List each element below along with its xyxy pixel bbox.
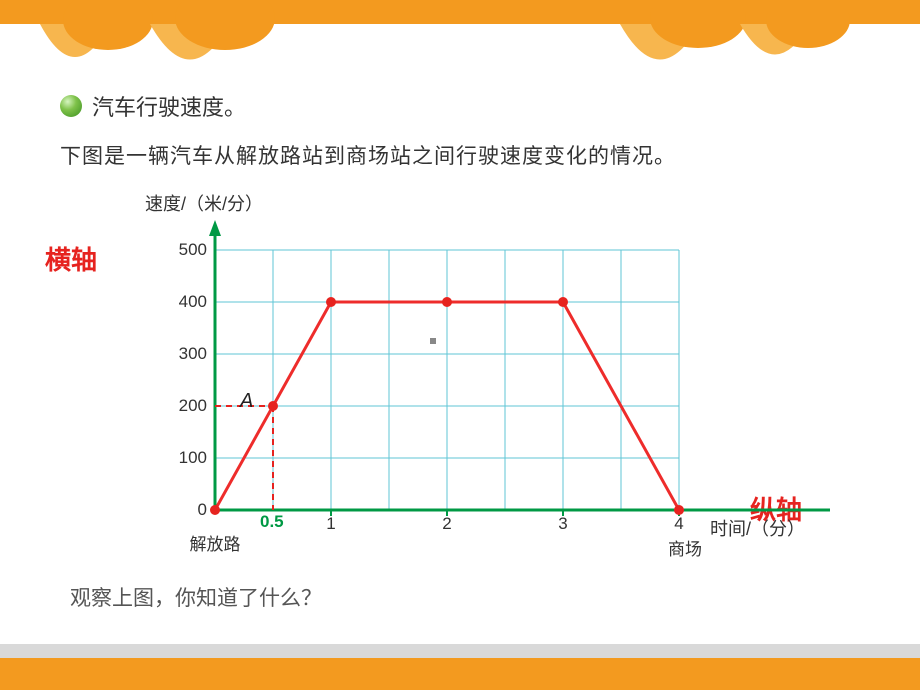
x-tick-label: 2 (437, 514, 457, 534)
y-tick-label: 300 (167, 344, 207, 364)
slide-bottom-border (0, 644, 920, 690)
y-tick-label: 100 (167, 448, 207, 468)
x-tick-label: 1 (321, 514, 341, 534)
y-tick-label: 200 (167, 396, 207, 416)
bullet-icon (60, 95, 82, 117)
y-tick-label: 0 (167, 500, 207, 520)
x-tick-label: 4 (669, 514, 689, 534)
y-tick-label: 500 (167, 240, 207, 260)
section-title: 汽车行驶速度。 (92, 90, 246, 122)
question-text: 观察上图，你知道了什么？ (70, 582, 860, 612)
end-station-label: 商场 (655, 535, 715, 560)
center-marker (430, 338, 436, 344)
x-tick-label: 3 (553, 514, 573, 534)
point-a-label: A (240, 390, 253, 413)
bottom-border-svg (0, 644, 920, 690)
chart-description: 下图是一辆汽车从解放路站到商场站之间行驶速度变化的情况。 (60, 140, 860, 170)
x-tick-0-5: 0.5 (260, 512, 284, 532)
start-station-label: 解放路 (180, 530, 250, 555)
y-tick-label: 400 (167, 292, 207, 312)
content-area: 汽车行驶速度。 下图是一辆汽车从解放路站到商场站之间行驶速度变化的情况。 速度/… (0, 70, 920, 622)
top-border-svg (0, 0, 920, 70)
speed-chart: 速度/（米/分） 横轴 纵轴 时间/（分） 0100200300400500 1… (50, 190, 830, 570)
section-heading: 汽车行驶速度。 (60, 90, 860, 122)
slide-top-border (0, 0, 920, 70)
